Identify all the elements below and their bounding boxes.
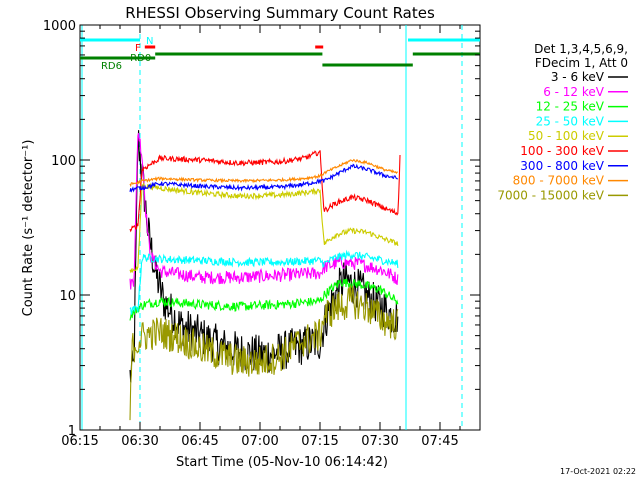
axis-ticks: 06:15 06:30 06:45 07:00 07:15 07:30 07:45 1 10 10…: [43, 19, 481, 449]
x-tick-label-6: 07:45: [421, 434, 458, 449]
x-tick-label-0: 06:15: [61, 434, 98, 449]
y-axis-label: Count Rate (s⁻¹ detector⁻¹): [21, 140, 36, 317]
legend-label-3: 25 - 50 keV: [536, 114, 605, 128]
flag-label-n: N: [146, 36, 153, 47]
series-line-0: [129, 130, 399, 383]
flag-label-rd6: RD6: [101, 61, 122, 72]
legend-label-5: 100 - 300 keV: [520, 144, 604, 158]
legend-header-line-1: Det 1,3,4,5,6,9,: [534, 42, 628, 56]
x-tick-label-3: 07:00: [241, 434, 278, 449]
legend-label-4: 50 - 100 keV: [528, 129, 605, 143]
generation-timestamp: 17-Oct-2021 02:22: [560, 467, 636, 476]
flag-bars: NFRD0RD6: [80, 36, 480, 72]
x-axis-label: Start Time (05-Nov-10 06:14:42): [176, 455, 388, 470]
legend: Det 1,3,4,5,6,9, FDecim 1, Att 0 3 - 6 k…: [497, 42, 628, 202]
legend-label-0: 3 - 6 keV: [551, 70, 605, 84]
legend-label-8: 7000 - 15000 keV: [497, 188, 604, 202]
series-line-5: [129, 150, 401, 233]
series-line-7: [129, 158, 399, 188]
y-tick-label-1: 10: [59, 289, 76, 304]
x-tick-label-2: 06:45: [181, 434, 218, 449]
series-line-6: [129, 163, 399, 193]
series-line-1: [129, 133, 399, 290]
plot-area: NFRD0RD6 06:1506:3006:4507:0007:1507:300…: [43, 19, 481, 449]
legend-label-2: 12 - 25 keV: [536, 100, 605, 114]
series-line-3: [129, 249, 399, 315]
legend-header-line-2: FDecim 1, Att 0: [535, 56, 628, 70]
series-line-4: [129, 181, 399, 274]
y-tick-label-0: 1: [68, 424, 76, 439]
legend-label-6: 300 - 800 keV: [520, 159, 604, 173]
series-line-8: [129, 285, 399, 421]
marker-lines: [81, 25, 463, 430]
series-line-2: [129, 278, 399, 321]
x-tick-label-4: 07:15: [301, 434, 338, 449]
series-layer: [129, 130, 401, 421]
flag-label-f: F: [135, 43, 141, 54]
y-tick-label-2: 100: [51, 154, 76, 169]
chart-title: RHESSI Observing Summary Count Rates: [125, 4, 435, 22]
legend-label-7: 800 - 7000 keV: [513, 174, 605, 188]
x-tick-label-5: 07:30: [361, 434, 398, 449]
y-tick-label-3: 1000: [43, 19, 76, 34]
legend-label-1: 6 - 12 keV: [543, 85, 605, 99]
x-tick-label-1: 06:30: [121, 434, 158, 449]
